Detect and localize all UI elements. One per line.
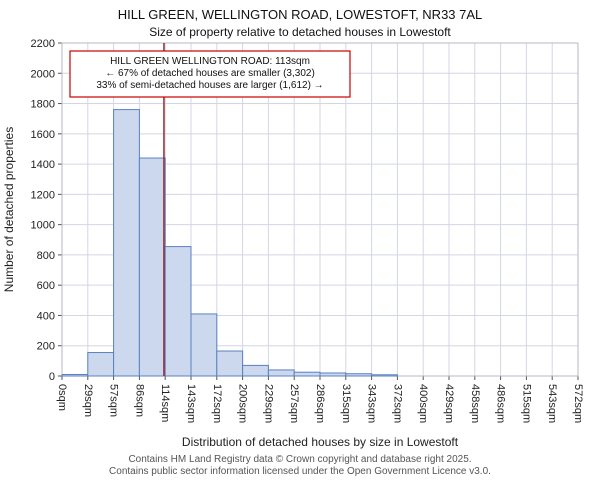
histogram-bar xyxy=(267,369,295,377)
histogram-bar xyxy=(61,373,89,377)
x-tick-label: 315sqm xyxy=(340,384,352,423)
x-tick-label: 172sqm xyxy=(211,384,223,423)
histogram-bar xyxy=(242,364,269,377)
y-tick-label: 1000 xyxy=(31,220,55,232)
x-tick-label: 515sqm xyxy=(520,384,532,423)
y-tick-label: 200 xyxy=(37,341,55,353)
x-axis-label: Distribution of detached houses by size … xyxy=(182,435,459,449)
annotation-line-1: HILL GREEN WELLINGTON ROAD: 113sqm xyxy=(110,56,310,67)
histogram-bar xyxy=(87,352,115,377)
y-tick-label: 2000 xyxy=(31,68,55,80)
histogram-bar xyxy=(371,374,398,377)
x-tick-label: 429sqm xyxy=(443,384,455,423)
x-tick-label: 486sqm xyxy=(495,384,507,423)
footer-line-1: Contains HM Land Registry data © Crown c… xyxy=(128,454,472,465)
x-tick-label: 458sqm xyxy=(469,384,481,423)
x-tick-label: 86sqm xyxy=(133,384,145,417)
x-tick-label: 372sqm xyxy=(391,384,403,423)
x-tick-label: 286sqm xyxy=(314,384,326,423)
x-tick-label: 57sqm xyxy=(108,384,120,417)
histogram-bar xyxy=(113,109,140,377)
x-tick-label: 343sqm xyxy=(366,384,378,423)
x-tick-label: 400sqm xyxy=(417,384,429,423)
histogram-bar xyxy=(164,246,192,377)
histogram-bar xyxy=(138,157,166,377)
annotation-line-3: 33% of semi-detached houses are larger (… xyxy=(96,80,323,91)
y-tick-label: 1800 xyxy=(31,99,55,111)
y-tick-label: 0 xyxy=(49,371,55,383)
chart-title: HILL GREEN, WELLINGTON ROAD, LOWESTOFT, … xyxy=(117,7,483,22)
x-tick-label: 257sqm xyxy=(288,384,300,423)
footer-line-2: Contains public sector information licen… xyxy=(109,466,491,477)
x-tick-label: 229sqm xyxy=(262,384,274,423)
y-tick-label: 1200 xyxy=(31,189,55,201)
x-tick-label: 29sqm xyxy=(82,384,94,417)
histogram-bar xyxy=(216,350,244,377)
histogram-bar xyxy=(319,372,347,377)
y-tick-label: 1400 xyxy=(31,159,55,171)
x-tick-label: 143sqm xyxy=(185,384,197,423)
histogram-bar xyxy=(345,373,373,377)
annotation-box xyxy=(69,50,351,98)
x-tick-label: 543sqm xyxy=(546,384,558,423)
y-tick-label: 1600 xyxy=(31,129,55,141)
x-tick-label: 0sqm xyxy=(56,384,68,411)
histogram-bar xyxy=(190,313,218,377)
y-tick-label: 2200 xyxy=(31,39,55,50)
y-tick-label: 800 xyxy=(37,250,55,262)
y-tick-label: 400 xyxy=(37,310,55,322)
histogram-plot: 0 200 400 600 800 1000 1200 1400 1600 1800 2000 220… xyxy=(2,39,584,449)
x-tick-label: 114sqm xyxy=(159,384,171,422)
histogram-bar xyxy=(293,371,321,377)
annotation-line-2: ← 67% of detached houses are smaller (3,… xyxy=(105,68,315,79)
x-tick-label: 572sqm xyxy=(572,384,584,423)
chart-subtitle: Size of property relative to detached ho… xyxy=(149,25,451,39)
y-axis-label: Number of detached properties xyxy=(2,127,16,292)
x-tick-label: 200sqm xyxy=(237,384,249,423)
y-tick-label: 600 xyxy=(37,280,55,292)
